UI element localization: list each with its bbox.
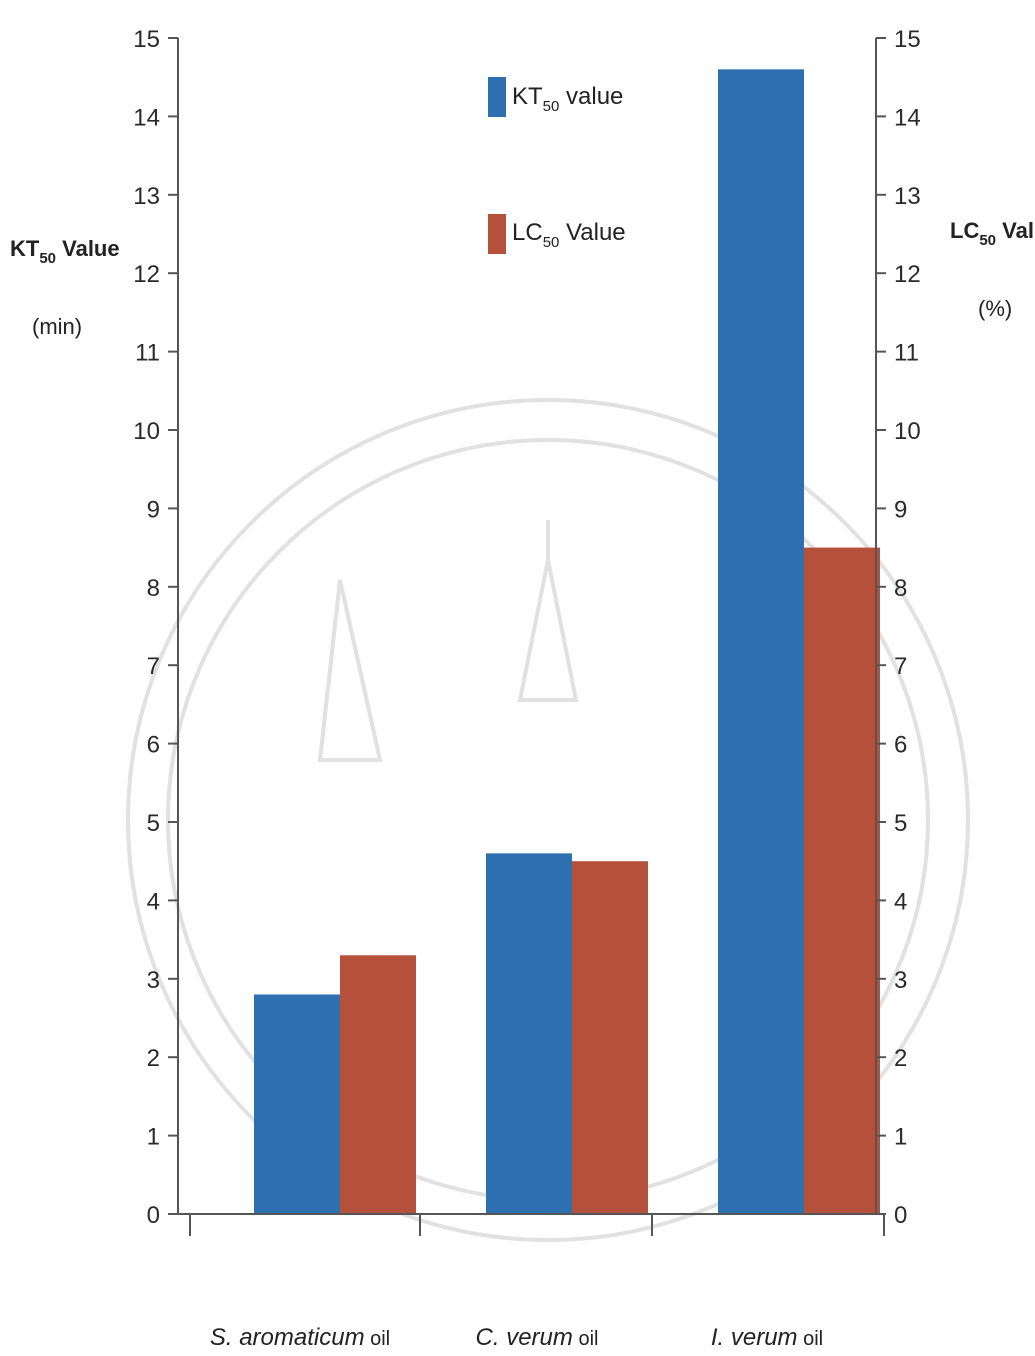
right-y-axis-title: LC50 Value bbox=[950, 218, 1035, 249]
legend-label-lc: LC50 Value bbox=[512, 219, 626, 251]
left-tick-label: 4 bbox=[147, 888, 160, 915]
bar-lc50 bbox=[804, 547, 880, 1214]
right-tick-label: 4 bbox=[894, 888, 907, 915]
right-tick-label: 0 bbox=[894, 1202, 907, 1229]
right-tick-label: 10 bbox=[894, 418, 921, 445]
left-tick-label: 14 bbox=[133, 104, 160, 131]
left-tick-label: 1 bbox=[147, 1124, 160, 1151]
bars-group bbox=[254, 69, 880, 1215]
left-tick-label: 12 bbox=[133, 261, 160, 288]
legend-label-kt: KT50 value bbox=[512, 83, 623, 115]
left-tick-label: 0 bbox=[147, 1202, 160, 1229]
left-tick-label: 10 bbox=[133, 418, 160, 445]
left-tick-label: 9 bbox=[147, 496, 160, 523]
category-label-c-verum: C. verum oil bbox=[476, 1324, 599, 1351]
category-label-i-verum: I. verum oil bbox=[711, 1324, 823, 1351]
legend-swatch-kt bbox=[488, 77, 506, 117]
right-tick-label: 14 bbox=[894, 104, 921, 131]
right-tick-label: 11 bbox=[894, 340, 919, 367]
left-y-axis-title: KT50 Value bbox=[10, 236, 120, 267]
right-y-axis-unit: (%) bbox=[978, 296, 1012, 321]
right-tick-label: 9 bbox=[894, 496, 907, 523]
bar-lc50 bbox=[340, 955, 416, 1214]
left-tick-label: 5 bbox=[147, 810, 160, 837]
legend: KT50 value LC50 Value bbox=[488, 77, 626, 254]
left-y-axis-unit: (min) bbox=[32, 314, 82, 339]
right-tick-label: 3 bbox=[894, 967, 907, 994]
left-tick-label: 8 bbox=[147, 575, 160, 602]
left-tick-label: 7 bbox=[147, 653, 160, 680]
category-labels: S. aromaticum oil C. verum oil I. verum … bbox=[210, 1324, 823, 1351]
bar-kt50 bbox=[254, 994, 340, 1214]
right-tick-label: 7 bbox=[894, 653, 907, 680]
left-tick-label: 15 bbox=[133, 26, 160, 53]
category-label-s-aromaticum: S. aromaticum oil bbox=[210, 1324, 390, 1351]
left-tick-label: 2 bbox=[147, 1045, 160, 1072]
right-tick-label: 5 bbox=[894, 810, 907, 837]
right-tick-label: 8 bbox=[894, 575, 907, 602]
bar-lc50 bbox=[572, 861, 648, 1214]
right-tick-label: 1 bbox=[894, 1124, 907, 1151]
right-tick-label: 2 bbox=[894, 1045, 907, 1072]
right-tick-label: 13 bbox=[894, 183, 921, 210]
right-tick-label: 12 bbox=[894, 261, 921, 288]
legend-swatch-lc bbox=[488, 214, 506, 254]
left-tick-label: 13 bbox=[133, 183, 160, 210]
left-tick-label: 3 bbox=[147, 967, 160, 994]
bar-kt50 bbox=[486, 853, 572, 1214]
x-ticks bbox=[189, 1214, 885, 1236]
right-tick-label: 15 bbox=[894, 26, 921, 53]
bar-kt50 bbox=[718, 69, 804, 1215]
left-tick-label: 6 bbox=[147, 732, 160, 759]
left-tick-label: 11 bbox=[135, 340, 160, 367]
right-tick-label: 6 bbox=[894, 732, 907, 759]
